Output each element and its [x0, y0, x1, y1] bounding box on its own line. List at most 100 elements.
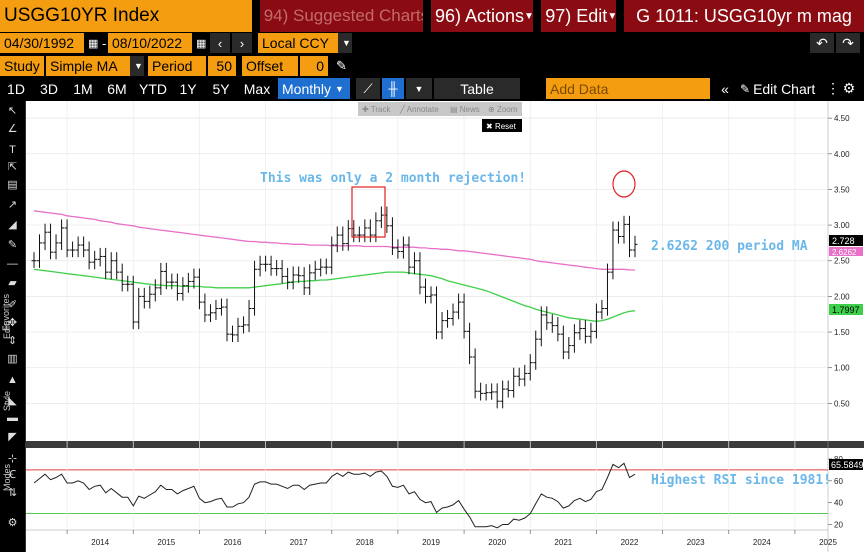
calendar-icon[interactable]: ▦: [88, 37, 98, 50]
period-max-button[interactable]: Max: [238, 78, 276, 99]
eraser-icon[interactable]: ✐: [7, 298, 18, 311]
period-input[interactable]: 50: [208, 56, 236, 76]
price-bar: [500, 380, 506, 409]
price-bar: [213, 299, 219, 320]
x-tick-label: 2016: [224, 538, 242, 547]
price-bar: [538, 306, 544, 347]
price-bar: [230, 325, 235, 343]
price-bar: [279, 260, 285, 284]
title-text: G 1011: USGG10yr m mag: [636, 5, 852, 26]
mode-icon[interactable]: Ꞓ: [9, 468, 16, 481]
rsi-annotation: Highest RSI since 1981!: [651, 473, 831, 488]
brush-icon[interactable]: ◤: [8, 430, 17, 443]
price-bar: [627, 215, 632, 258]
period-1d-button[interactable]: 1D: [0, 78, 32, 99]
collapse-icon[interactable]: «: [721, 80, 729, 97]
study-type-field[interactable]: Simple MA: [46, 56, 130, 76]
price-bar: [59, 219, 65, 251]
offset-input[interactable]: 0: [300, 56, 328, 76]
chevron-down-icon[interactable]: ▼: [406, 78, 432, 99]
svg-text:✚ Track: ✚ Track: [362, 105, 391, 114]
arrow-icon[interactable]: ↗: [7, 198, 18, 211]
price-bar: [560, 325, 566, 360]
add-data-input[interactable]: Add Data: [546, 78, 710, 99]
pointer-icon[interactable]: ◢: [8, 218, 17, 231]
redo-icon[interactable]: ↷: [836, 33, 860, 53]
annotate-button[interactable]: Annotate: [407, 105, 440, 114]
price-bar: [456, 293, 462, 320]
edit-menu[interactable]: 97) Edit ▼: [541, 0, 617, 32]
suggested-charts-button[interactable]: 94) Suggested Charts: [259, 0, 423, 32]
bar-chart-icon[interactable]: ╫: [382, 78, 404, 99]
price-bar: [312, 260, 318, 280]
news-icon[interactable]: ▤: [450, 105, 460, 114]
track-icon[interactable]: ✚: [362, 105, 371, 114]
edit-chart-button[interactable]: ✎ Edit Chart: [736, 78, 826, 99]
end-date-field[interactable]: 08/10/2022: [108, 33, 192, 53]
period-ytd-button[interactable]: YTD: [134, 78, 172, 99]
chevron-down-icon[interactable]: ▼: [338, 33, 352, 53]
price-bar: [566, 337, 572, 360]
x-axis-area: [26, 530, 864, 552]
pen-icon[interactable]: ✎: [7, 238, 18, 251]
sync-icon[interactable]: ⇅: [7, 486, 18, 499]
cursor-icon[interactable]: ↖: [7, 104, 18, 117]
zoom-button[interactable]: Zoom: [497, 105, 518, 114]
more-menu-icon[interactable]: ⋮: [826, 80, 840, 96]
color-icon[interactable]: ◣: [8, 394, 17, 407]
period-6m-button[interactable]: 6M: [100, 78, 134, 99]
undo-icon[interactable]: ↶: [810, 33, 834, 53]
svg-text:▤ News: ▤ News: [450, 105, 480, 114]
price-bar: [152, 279, 158, 302]
period-1m-button[interactable]: 1M: [66, 78, 100, 99]
next-arrow-icon[interactable]: ›: [232, 33, 252, 53]
pencil-icon[interactable]: ✎: [336, 58, 347, 73]
period-5y-button[interactable]: 5Y: [204, 78, 238, 99]
period-1y-button[interactable]: 1Y: [172, 78, 204, 99]
track-button[interactable]: Track: [371, 105, 392, 114]
news-button[interactable]: News: [460, 105, 480, 114]
trash-icon[interactable]: ▥: [7, 352, 18, 365]
svg-text:✖ Reset: ✖ Reset: [486, 122, 517, 131]
crosshair-icon[interactable]: ⊹: [7, 452, 18, 465]
price-bar: [588, 322, 594, 344]
chevron-down-icon[interactable]: ▼: [130, 56, 144, 76]
text-icon[interactable]: T: [9, 144, 16, 156]
move-icon[interactable]: ✥: [7, 316, 18, 329]
left-toolbar: ↖ ∠ T ⇱ ▤ ↗ ◢ ✎ — ▰ ✐ ✥ ⇕ ▥ ▲ ◣ ▬ ◤ ⊹ Ꞓ …: [0, 101, 26, 552]
rsi-pane[interactable]: [26, 448, 828, 530]
measure-icon[interactable]: ⇱: [7, 160, 18, 173]
pane-divider[interactable]: [26, 441, 864, 448]
line-chart-icon[interactable]: ⟋: [356, 78, 380, 99]
period-3d-button[interactable]: 3D: [32, 78, 66, 99]
draw-line-icon[interactable]: ∠: [7, 122, 18, 135]
frequency-select[interactable]: Monthly ▼: [278, 78, 350, 99]
line-style-icon[interactable]: ▬: [7, 412, 18, 424]
x-tick-label: 2025: [819, 538, 837, 547]
security-field[interactable]: USGG10YR Index: [0, 0, 252, 32]
fib-icon[interactable]: ▤: [7, 178, 18, 191]
price-bar: [323, 258, 329, 275]
prev-arrow-icon[interactable]: ‹: [210, 33, 230, 53]
scale-icon[interactable]: ⇕: [7, 334, 18, 347]
start-date-field[interactable]: 04/30/1992: [0, 33, 84, 53]
settings-gear-icon[interactable]: ⚙: [7, 516, 18, 529]
currency-field[interactable]: Local CCY: [258, 33, 338, 53]
price-bar: [472, 348, 478, 399]
table-button[interactable]: Table: [434, 78, 520, 99]
annotate-icon[interactable]: ╱: [399, 104, 407, 114]
gear-icon[interactable]: ⚙: [842, 80, 856, 96]
chart-area[interactable]: 2014 2015 2016 2017 2018 2019 2020 2021 2022 2023…: [26, 101, 864, 552]
paint-icon[interactable]: ▲: [7, 374, 18, 386]
period-text: YTD: [139, 80, 167, 97]
hline-icon[interactable]: —: [7, 258, 18, 270]
zoom-icon[interactable]: ⊕: [488, 105, 497, 114]
actions-menu[interactable]: 96) Actions ▼: [430, 0, 534, 32]
calendar-icon[interactable]: ▦: [196, 37, 206, 50]
price-bar: [417, 252, 423, 295]
x-tick-label: 2022: [621, 538, 639, 547]
price-pane[interactable]: [26, 101, 828, 447]
price-bar: [411, 252, 417, 275]
fill-icon[interactable]: ▰: [8, 276, 17, 289]
reset-button[interactable]: [482, 119, 522, 132]
